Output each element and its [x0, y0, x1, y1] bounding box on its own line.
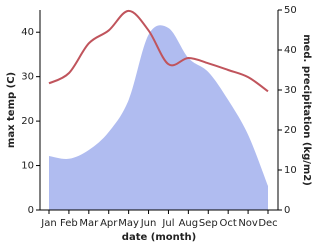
x-tick-label: Apr	[100, 218, 118, 229]
x-tick-label: Aug	[179, 218, 199, 229]
y-tick-label: 0	[28, 205, 34, 216]
y-tick-label: 40	[21, 27, 34, 38]
y2-axis-label: med. precipitation (kg/m2)	[301, 34, 312, 186]
x-tick-label: Jan	[40, 218, 56, 229]
y2-tick-label: 0	[284, 205, 290, 216]
x-tick-label: Oct	[220, 218, 237, 229]
y-tick-label: 10	[21, 161, 34, 172]
x-tick-label: Sep	[199, 218, 218, 229]
temp-line	[48, 9, 269, 93]
x-axis-label: date (month)	[122, 232, 196, 243]
x-tick-label: Jul	[161, 218, 174, 229]
y2-tick-label: 10	[284, 165, 297, 176]
x-tick-label: Jun	[140, 218, 157, 229]
y2-tick-label: 20	[284, 125, 297, 136]
y2-tick-label: 50	[284, 5, 297, 16]
y-tick-label: 20	[21, 116, 34, 127]
x-tick-label: Dec	[258, 218, 277, 229]
precipitation-area	[49, 25, 268, 210]
x-tick-label: Mar	[79, 218, 99, 229]
y-tick-label: 30	[21, 72, 34, 83]
y-axis-label: max temp (C)	[6, 72, 17, 148]
y2-tick-label: 30	[284, 85, 297, 96]
y2-tick-label: 40	[284, 45, 297, 56]
x-tick-label: Nov	[238, 218, 258, 229]
x-tick-label: May	[118, 218, 139, 229]
x-tick-label: Feb	[60, 218, 78, 229]
